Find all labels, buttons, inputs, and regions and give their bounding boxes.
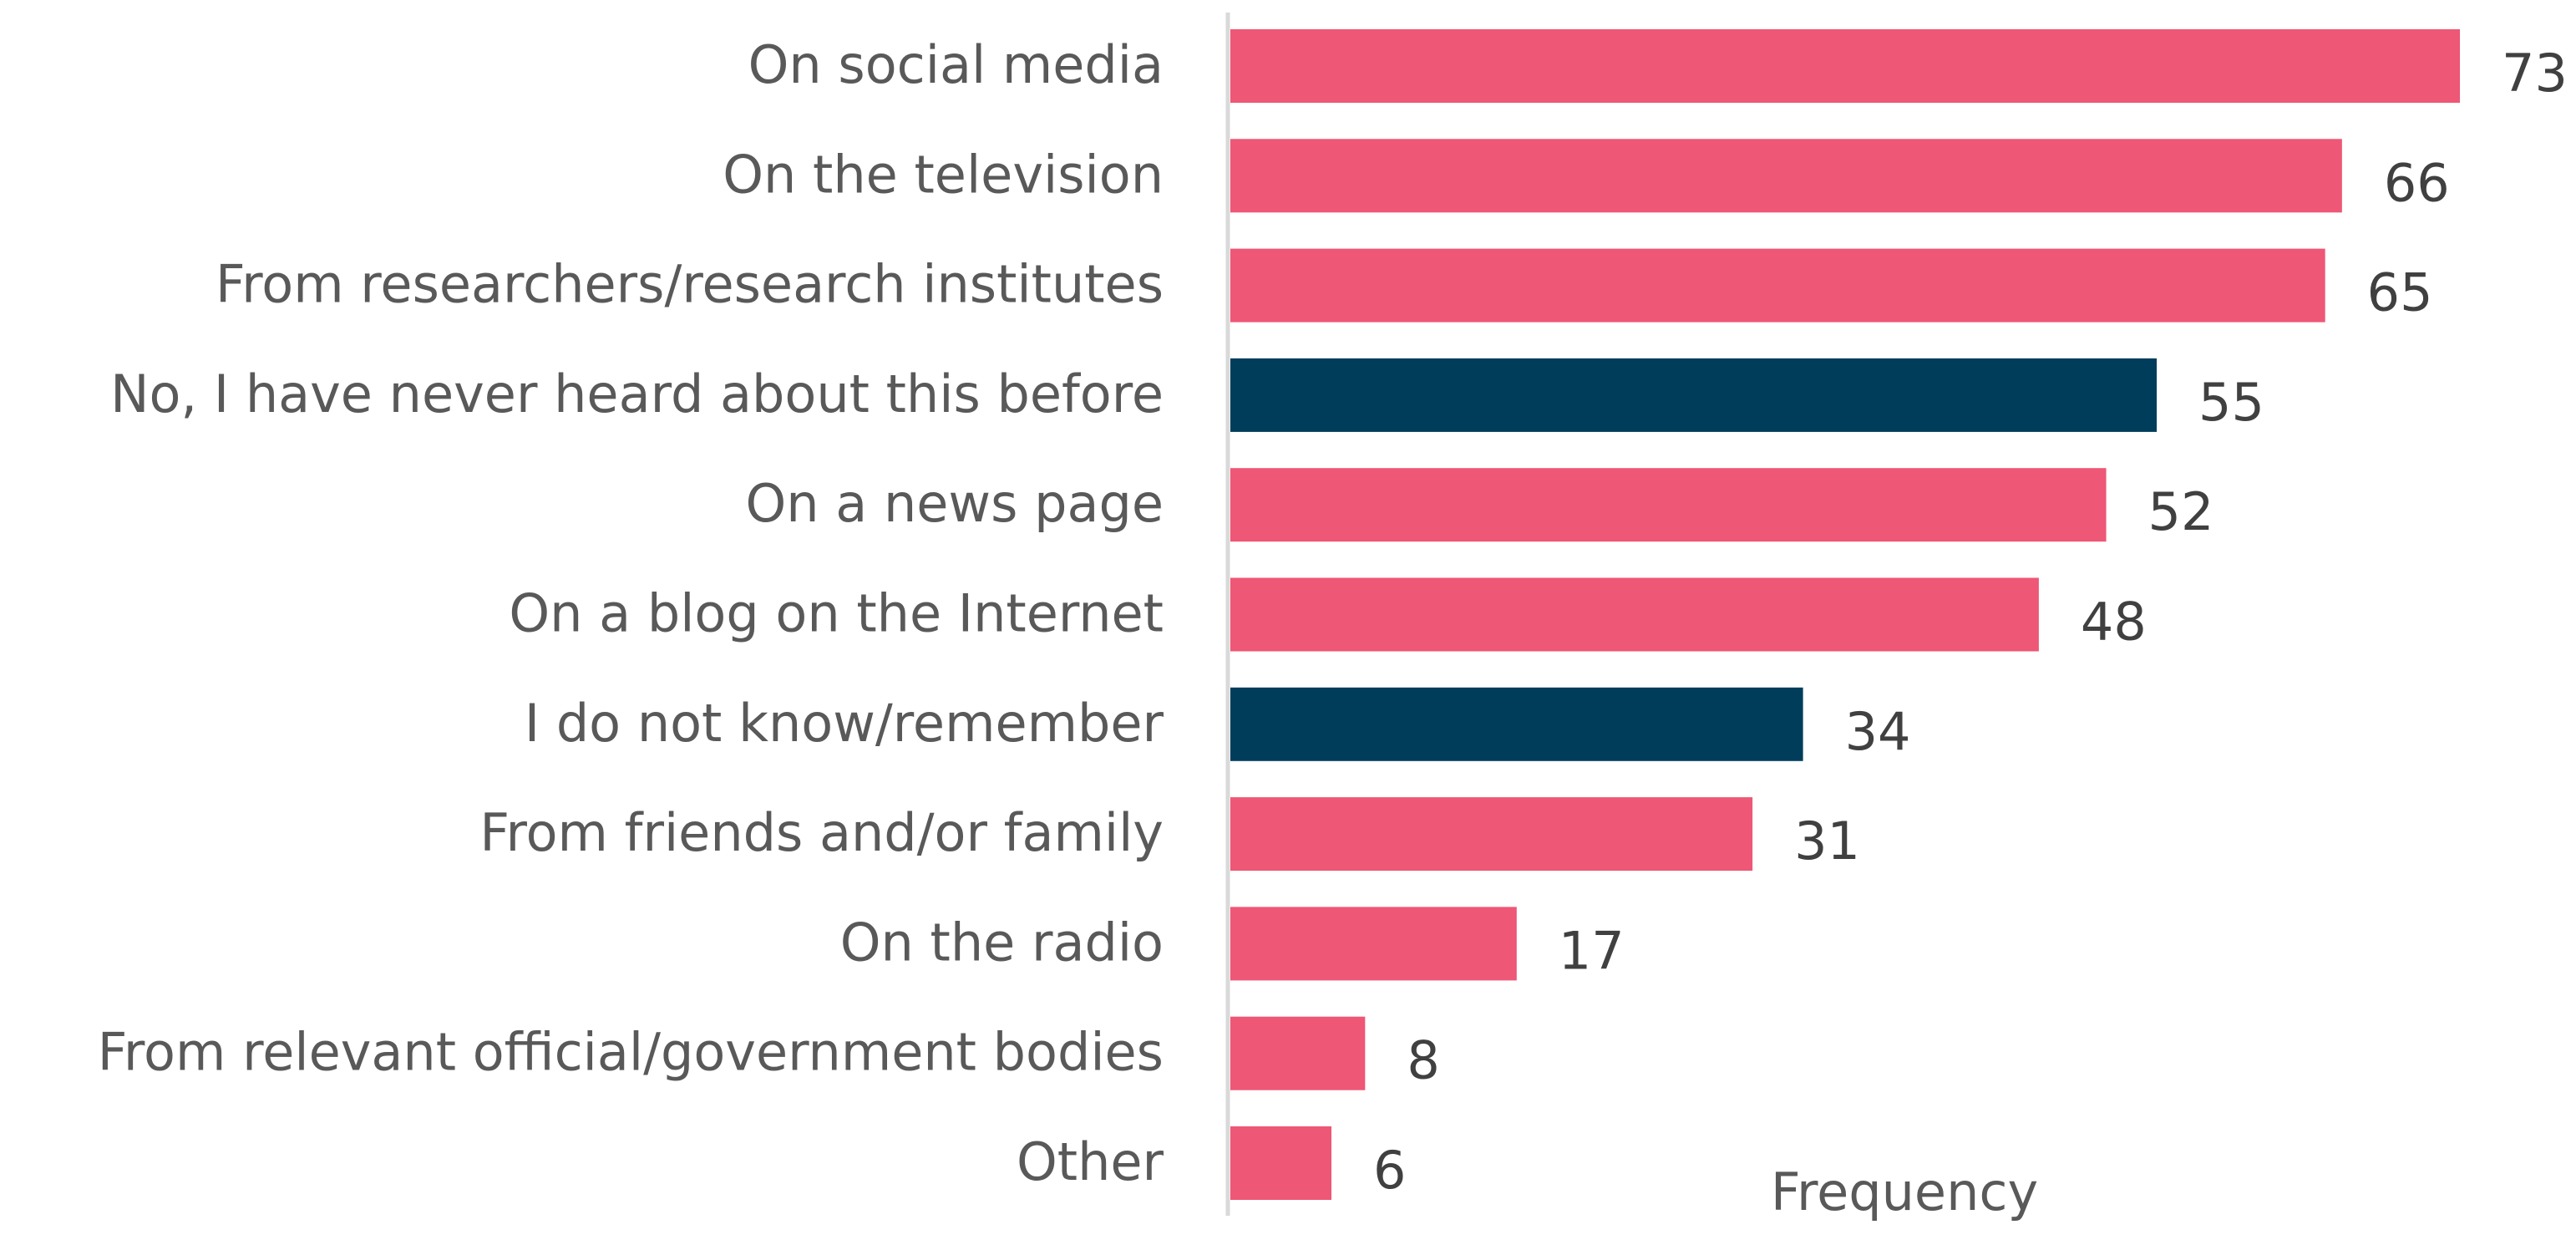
- bar-10: [1230, 1126, 1331, 1200]
- bar-5: [1230, 577, 2039, 652]
- category-label: On the television: [723, 144, 1164, 205]
- value-label: 31: [1794, 811, 1860, 872]
- bar-8: [1230, 907, 1517, 981]
- category-label: From relevant official/government bodies: [98, 1022, 1164, 1083]
- bar-1: [1230, 139, 2342, 213]
- bar-4: [1230, 468, 2107, 542]
- x-axis-title: Frequency: [1771, 1161, 2038, 1222]
- bar-3: [1230, 358, 2158, 432]
- category-label: I do not know/remember: [525, 693, 1164, 754]
- category-label: No, I have never heard about this before: [110, 363, 1164, 424]
- value-label: 8: [1407, 1030, 1439, 1091]
- value-label: 48: [2081, 592, 2147, 653]
- category-label: On a news page: [745, 473, 1164, 534]
- value-label: 34: [1845, 701, 1911, 762]
- value-label: 6: [1373, 1140, 1406, 1201]
- category-label: Other: [1017, 1131, 1164, 1192]
- value-label: 55: [2198, 372, 2264, 433]
- value-label: 52: [2148, 481, 2214, 542]
- category-label: On social media: [748, 34, 1164, 95]
- bar-2: [1230, 248, 2325, 323]
- bar-7: [1230, 797, 1753, 872]
- value-label: 17: [1559, 920, 1625, 981]
- value-label: 66: [2384, 152, 2450, 213]
- bar-9: [1230, 1016, 1366, 1090]
- value-label: 73: [2502, 43, 2568, 104]
- category-label: From researchers/research institutes: [216, 254, 1164, 315]
- bar-0: [1230, 29, 2460, 103]
- bar-6: [1230, 687, 1803, 761]
- category-label: On a blog on the Internet: [509, 583, 1164, 644]
- value-label: 65: [2367, 262, 2433, 323]
- category-label: From friends and/or family: [479, 802, 1164, 863]
- category-label: On the radio: [840, 912, 1164, 973]
